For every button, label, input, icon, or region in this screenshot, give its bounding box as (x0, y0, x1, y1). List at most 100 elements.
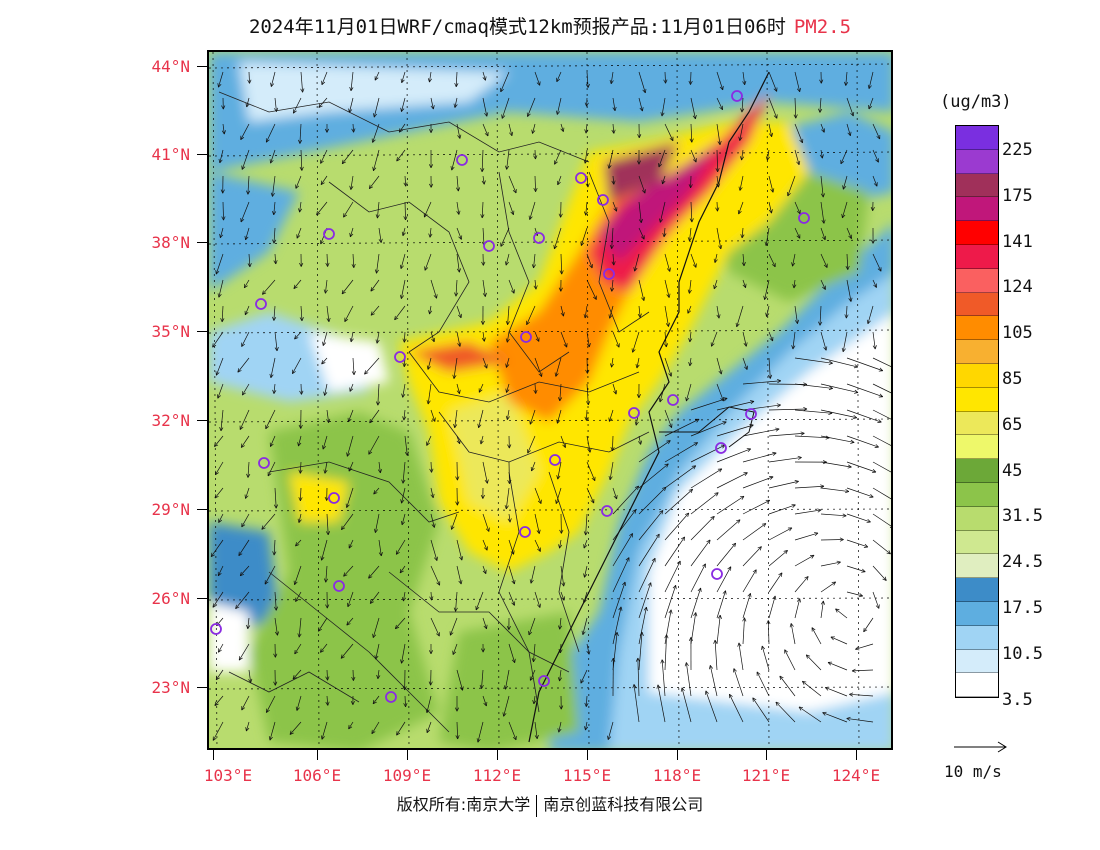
colorbar-swatch (956, 554, 998, 579)
wind-arrow (716, 448, 751, 463)
lat-tick (197, 687, 207, 688)
wind-arrow (221, 97, 226, 110)
wind-arrow (430, 97, 435, 110)
wind-arrow (504, 253, 510, 266)
wind-arrow (480, 487, 485, 499)
lon-label-115e: 115°E (562, 766, 612, 785)
wind-arrow (534, 331, 540, 342)
wind-arrow (480, 149, 485, 173)
wind-arrow (742, 476, 774, 489)
wind-arrow (872, 409, 891, 420)
wind-arrow (529, 409, 536, 425)
city-marker (210, 623, 222, 635)
wind-arrow (426, 383, 432, 405)
colorbar-swatch (956, 340, 998, 364)
wind-arrow (298, 487, 303, 502)
wind-arrow (481, 253, 486, 266)
wind-arrow (215, 357, 224, 376)
wind-arrow (794, 305, 800, 324)
wind-arrow (820, 383, 859, 394)
wind-arrow (554, 357, 562, 377)
wind-arrow (636, 383, 641, 398)
wind-arrow (664, 253, 671, 272)
wind-arrow (270, 71, 276, 87)
copyright-prefix: 版权所有: (396, 795, 467, 814)
wind-arrow (217, 565, 224, 577)
wind-arrow (687, 227, 692, 242)
wind-arrow (534, 591, 541, 608)
wind-arrow (480, 305, 485, 325)
wind-arrow (477, 409, 484, 428)
wind-arrow (872, 461, 891, 473)
wind-arrow (580, 227, 588, 246)
wind-arrow (611, 123, 616, 134)
lon-tick (407, 750, 408, 760)
wind-arrow (326, 409, 331, 423)
wind-arrow (244, 487, 250, 499)
wind-arrow (240, 435, 250, 448)
city-marker (667, 394, 679, 406)
coastline (659, 406, 755, 448)
wind-arrow (609, 227, 614, 249)
wind-arrow (583, 539, 588, 549)
lon-tick (856, 750, 857, 760)
wind-arrow (351, 123, 356, 133)
city-marker (798, 212, 810, 224)
colorbar-label: 141 (1002, 231, 1033, 252)
wind-arrow (872, 253, 882, 272)
wind-arrow (840, 149, 848, 165)
wind-arrow (716, 495, 745, 515)
wind-arrow (221, 123, 226, 135)
wind-arrow (611, 253, 616, 266)
wind-arrow (689, 201, 694, 223)
wind-arrow (293, 97, 302, 114)
wind-arrow (559, 253, 564, 275)
wind-arrow (295, 591, 302, 602)
wind-arrow (846, 565, 866, 573)
wind-arrow (610, 357, 615, 368)
wind-arrow (607, 149, 614, 169)
wind-arrow (556, 461, 562, 480)
city-marker (745, 408, 757, 420)
wind-arrow (872, 357, 891, 367)
wind-arrow (221, 201, 226, 221)
wind-arrow (480, 201, 485, 219)
wind-arrow (768, 331, 774, 342)
wind-arrow (560, 305, 565, 317)
city-marker (603, 268, 615, 280)
wind-arrow (872, 565, 887, 581)
wind-arrow (318, 97, 328, 108)
wind-arrow (323, 565, 329, 583)
colorbar (955, 125, 999, 699)
wind-arrow (846, 513, 871, 523)
wind-arrow (244, 305, 250, 316)
wind-arrow (794, 71, 801, 93)
wind-arrow (870, 201, 875, 211)
wind-arrow (299, 305, 304, 322)
wind-arrow (429, 591, 434, 601)
wind-arrow (793, 97, 798, 119)
city-marker (549, 454, 561, 466)
wind-arrow (610, 279, 615, 292)
wind-arrow (841, 331, 848, 353)
wind-arrow (768, 455, 802, 463)
wind-arrow (742, 71, 747, 85)
wind-arrow (794, 149, 801, 166)
wind-arrow (400, 71, 406, 84)
wind-arrow (740, 227, 745, 239)
wind-arrow (846, 461, 877, 473)
wind-arrow (368, 565, 380, 579)
lon-label-118e: 118°E (652, 766, 702, 785)
lon-tick (766, 750, 767, 760)
wind-arrow (426, 357, 432, 370)
colorbar-label: 225 (1002, 140, 1033, 160)
wind-arrow (349, 175, 354, 190)
wind-arrow (716, 227, 723, 250)
colorbar-swatch (956, 601, 998, 626)
wind-arrow (534, 357, 543, 377)
wind-arrow (265, 123, 276, 143)
wind-arrow (403, 201, 408, 221)
colorbar-label: 175 (1002, 185, 1033, 206)
wind-arrow (585, 357, 590, 374)
wind-arrow (586, 435, 592, 453)
